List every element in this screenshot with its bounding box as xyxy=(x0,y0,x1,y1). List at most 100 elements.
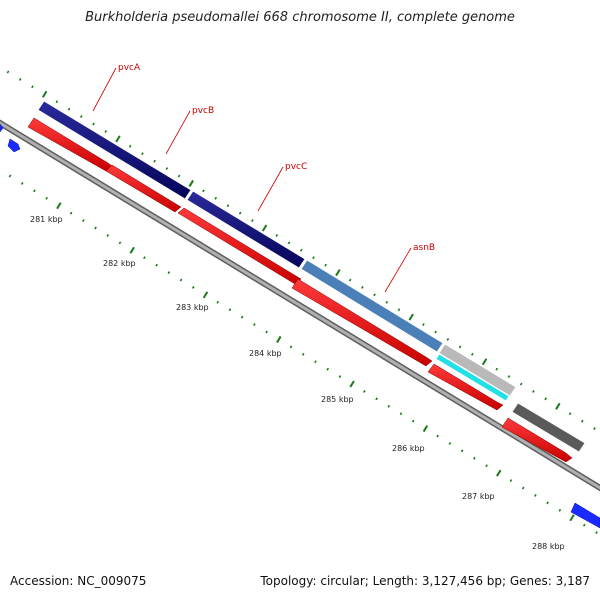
tick-label: 283 kbp xyxy=(176,303,209,312)
minor-tick xyxy=(568,412,572,416)
tick-label: 287 kbp xyxy=(462,492,495,501)
minor-tick xyxy=(45,196,48,200)
minor-tick xyxy=(20,181,24,185)
minor-tick xyxy=(191,285,195,289)
major-tick xyxy=(129,246,135,254)
minor-tick xyxy=(436,434,439,438)
major-tick xyxy=(481,358,488,366)
minor-tick xyxy=(460,449,464,453)
minor-tick xyxy=(299,248,303,252)
light-gray-block[interactable] xyxy=(438,343,517,397)
asnB-block[interactable] xyxy=(300,259,444,353)
minor-tick xyxy=(532,390,535,393)
blue-feature-left-2[interactable] xyxy=(7,138,21,153)
minor-tick xyxy=(265,330,268,334)
tick-track-inner xyxy=(8,174,598,535)
minor-tick xyxy=(8,174,12,178)
blue-feature-right[interactable] xyxy=(570,502,600,529)
pvcA-block[interactable] xyxy=(37,100,192,200)
major-tick xyxy=(555,402,561,410)
leader-pvcB xyxy=(165,110,191,155)
minor-tick xyxy=(458,345,462,349)
minor-tick xyxy=(326,367,329,371)
minor-tick xyxy=(253,323,256,327)
gene-label-pvcB: pvcB xyxy=(192,106,214,116)
minor-tick xyxy=(33,189,36,193)
minor-tick xyxy=(580,419,584,423)
leader-pvcC xyxy=(257,166,284,212)
tick-label: 286 kbp xyxy=(392,444,425,453)
minor-tick xyxy=(434,330,437,334)
minor-tick xyxy=(6,70,10,74)
genome-stats-text: Topology: circular; Length: 3,127,456 bp… xyxy=(260,574,590,588)
minor-tick xyxy=(289,345,293,349)
minor-tick xyxy=(582,523,586,527)
minor-tick xyxy=(301,352,305,356)
gene-label-pvcC: pvcC xyxy=(285,162,307,172)
minor-tick xyxy=(521,486,525,490)
feature-band-outer xyxy=(37,100,586,453)
minor-tick xyxy=(55,100,59,104)
minor-tick xyxy=(104,129,108,133)
minor-tick xyxy=(153,159,156,163)
minor-tick xyxy=(534,494,537,497)
minor-tick xyxy=(473,456,476,460)
minor-tick xyxy=(507,375,511,379)
minor-tick xyxy=(118,241,122,245)
minor-tick xyxy=(82,219,85,223)
tick-label: 284 kbp xyxy=(249,349,282,358)
minor-tick xyxy=(544,397,547,401)
minor-tick xyxy=(397,308,401,312)
minor-tick xyxy=(595,531,598,535)
leader-pvcA xyxy=(92,67,117,112)
tick-label: 282 kbp xyxy=(103,259,136,268)
gene-annotations xyxy=(92,67,412,293)
minor-tick xyxy=(202,189,205,193)
minor-tick xyxy=(385,300,389,304)
minor-tick xyxy=(448,442,452,445)
minor-tick xyxy=(67,107,71,111)
cyan-block[interactable] xyxy=(435,353,510,402)
cds-arrow[interactable] xyxy=(501,417,573,463)
tick-label: 281 kbp xyxy=(30,215,63,224)
major-tick xyxy=(276,335,282,343)
minor-tick xyxy=(387,404,391,408)
minor-tick xyxy=(312,256,315,260)
minor-tick xyxy=(143,256,146,260)
minor-tick xyxy=(179,278,183,282)
minor-tick xyxy=(251,219,254,223)
minor-tick xyxy=(165,167,169,171)
major-tick xyxy=(56,202,62,210)
minor-tick xyxy=(214,196,218,200)
major-tick xyxy=(569,514,575,522)
minor-tick xyxy=(471,352,474,356)
minor-tick xyxy=(92,122,95,126)
cds-arrow[interactable] xyxy=(427,363,504,411)
minor-tick xyxy=(593,427,596,431)
dark-gray-block[interactable] xyxy=(511,402,586,453)
minor-tick xyxy=(324,263,327,267)
minor-tick xyxy=(485,464,488,468)
pvcB-block[interactable] xyxy=(186,190,306,269)
cds-arrow[interactable] xyxy=(291,278,433,367)
minor-tick xyxy=(422,323,425,327)
minor-tick xyxy=(546,501,549,505)
tick-label: 285 kbp xyxy=(321,395,354,404)
minor-tick xyxy=(240,315,244,319)
major-tick xyxy=(422,425,429,433)
minor-tick xyxy=(399,412,403,416)
minor-tick xyxy=(128,144,132,148)
minor-tick xyxy=(106,233,110,237)
minor-tick xyxy=(314,360,317,364)
minor-tick xyxy=(155,263,158,267)
major-tick xyxy=(115,135,121,143)
minor-tick xyxy=(509,479,513,483)
minor-tick xyxy=(228,308,232,312)
blue-feature-left[interactable] xyxy=(0,123,4,133)
gene-label-pvcA: pvcA xyxy=(118,63,141,73)
minor-tick xyxy=(216,300,220,304)
minor-tick xyxy=(141,152,144,156)
tick-track-outer xyxy=(6,70,596,431)
cds-arrow[interactable] xyxy=(105,164,182,213)
minor-tick xyxy=(167,271,171,275)
